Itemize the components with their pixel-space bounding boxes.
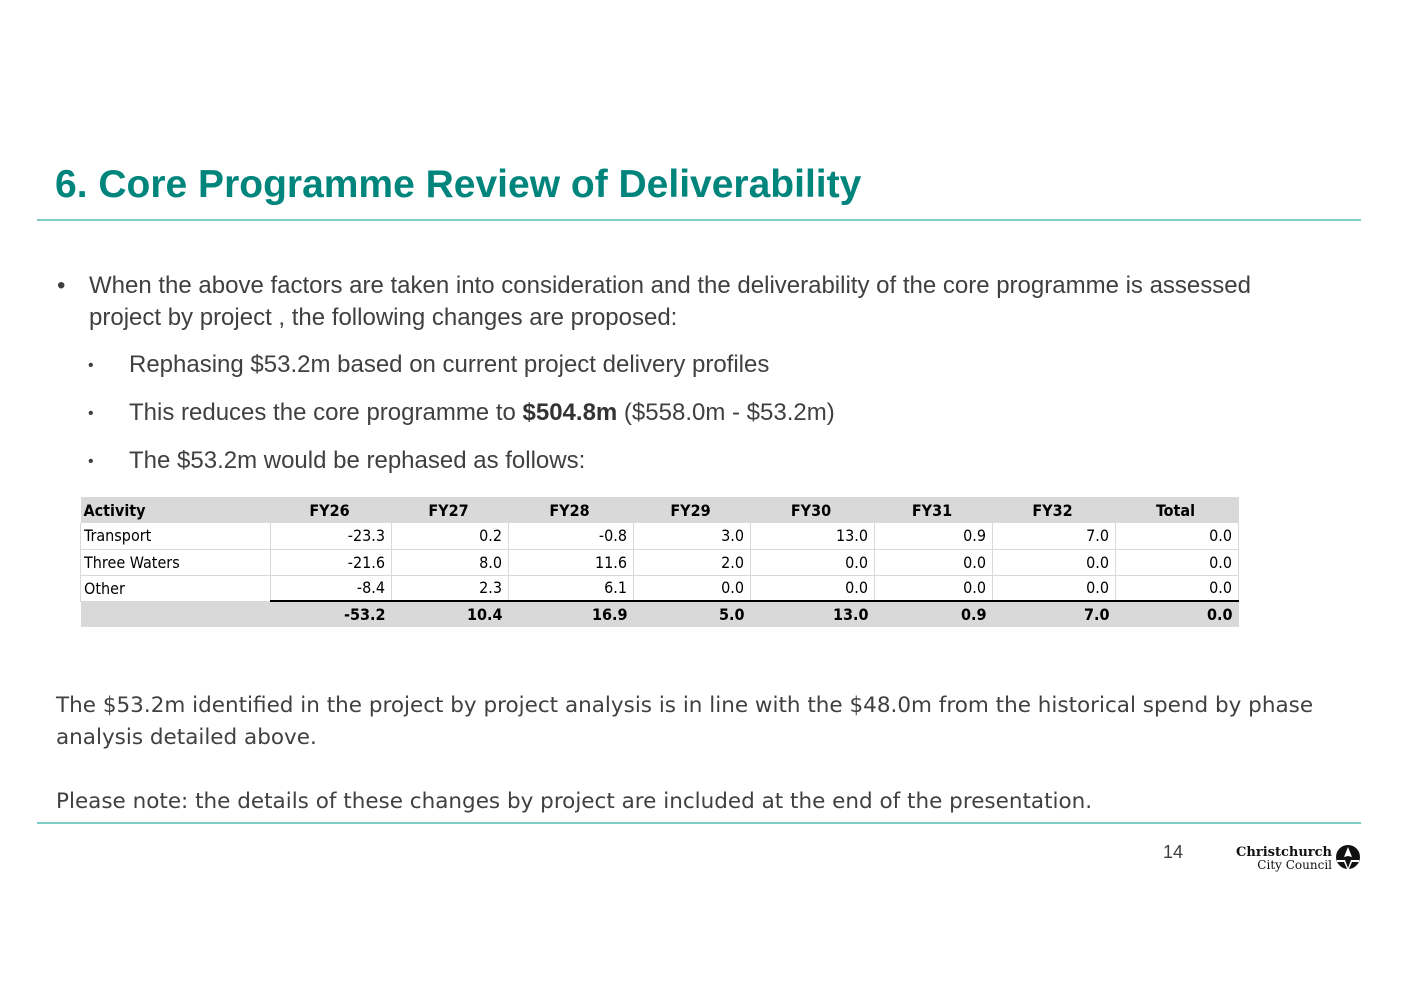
table-total-cell: 0.0	[1115, 600, 1239, 627]
council-logo: Christchurch City Council	[1236, 844, 1364, 874]
bullet-dot-icon: •	[88, 405, 94, 422]
table-cell: -0.8	[508, 523, 634, 550]
column-header-fy27: FY27	[391, 497, 509, 523]
sub-bullet-1: • Rephasing $53.2m based on current proj…	[88, 350, 769, 380]
table-cell: -23.3	[270, 523, 392, 550]
table-row: Transport -23.3 0.2 -0.8 3.0 13.0 0.9 7.…	[80, 523, 1239, 550]
slide-title: 6. Core Programme Review of Deliverabili…	[55, 163, 862, 206]
logo-line-2: City Council	[1257, 858, 1332, 872]
table-cell: 2.0	[633, 549, 751, 576]
sub-bullet-2-lead: This reduces the core programme to	[129, 399, 523, 426]
table-cell: 6.1	[508, 575, 634, 602]
table-cell: 0.9	[874, 523, 993, 550]
table-total-cell-label	[80, 601, 271, 627]
table-cell: 3.0	[633, 523, 751, 550]
column-header-fy31: FY31	[874, 497, 993, 523]
column-header-fy32: FY32	[992, 497, 1116, 523]
please-note: Please note: the details of these change…	[56, 789, 1093, 814]
sub-bullet-3: • The $53.2m would be rephased as follow…	[88, 446, 585, 476]
table-total-cell: 13.0	[750, 600, 875, 627]
table-cell: 0.2	[391, 523, 509, 550]
bullet-dot-icon: •	[57, 272, 66, 299]
table-row: Three Waters -21.6 8.0 11.6 2.0 0.0 0.0 …	[80, 549, 1239, 576]
table-total-cell: -53.2	[270, 600, 392, 627]
table-total-cell: 16.9	[508, 600, 634, 627]
table-total-row: -53.2 10.4 16.9 5.0 13.0 0.9 7.0 0.0	[80, 600, 1239, 627]
table-cell: 0.0	[874, 549, 993, 576]
sub-bullet-1-text: Rephasing $53.2m based on current projec…	[129, 351, 770, 378]
table-header-row: Activity FY26 FY27 FY28 FY29 FY30 FY31 F…	[80, 497, 1239, 523]
reduced-programme-value: $504.8m	[522, 399, 618, 426]
table-cell-activity: Other	[80, 575, 271, 602]
page-number: 14	[1163, 842, 1184, 862]
table-cell: 0.0	[1115, 549, 1239, 576]
table-cell: 0.0	[750, 549, 875, 576]
table-row: Other -8.4 2.3 6.1 0.0 0.0 0.0 0.0 0.0	[80, 575, 1239, 602]
table-cell: 0.0	[1115, 523, 1239, 550]
table-total-cell: 0.9	[874, 600, 993, 627]
title-divider	[37, 219, 1361, 221]
table-cell: -8.4	[270, 575, 392, 602]
logo-line-1: Christchurch	[1236, 845, 1332, 860]
column-header-activity: Activity	[80, 497, 271, 523]
table-cell: 0.0	[992, 575, 1116, 602]
table-cell-activity: Three Waters	[80, 549, 271, 576]
sub-bullet-2-text: This reduces the core programme to $504.…	[129, 399, 835, 426]
table-total-cell: 10.4	[391, 600, 509, 627]
table-total-cell: 5.0	[633, 600, 751, 627]
table-cell: 0.0	[992, 549, 1116, 576]
column-header-fy29: FY29	[633, 497, 751, 523]
sub-bullet-2-calc: ($558.0m - $53.2m)	[617, 399, 835, 426]
column-header-fy26: FY26	[270, 497, 392, 523]
table-cell: 0.0	[874, 575, 993, 602]
rephasing-table: Activity FY26 FY27 FY28 FY29 FY30 FY31 F…	[80, 497, 1239, 627]
table-cell: 0.0	[1115, 575, 1239, 602]
column-header-total: Total	[1115, 497, 1239, 523]
table-cell: 13.0	[750, 523, 875, 550]
column-header-fy30: FY30	[750, 497, 875, 523]
table-cell: 11.6	[508, 549, 634, 576]
cathedral-spire-icon	[1336, 845, 1360, 871]
table-cell: 0.0	[750, 575, 875, 602]
table-cell: 8.0	[391, 549, 509, 576]
main-bullet-text: When the above factors are taken into co…	[89, 272, 1251, 331]
footer-divider	[37, 822, 1361, 824]
table-cell: 0.0	[633, 575, 751, 602]
bullet-dot-icon: •	[88, 453, 94, 470]
column-header-fy28: FY28	[508, 497, 634, 523]
table-cell: 7.0	[992, 523, 1116, 550]
sub-bullet-2: • This reduces the core programme to $50…	[88, 398, 835, 428]
table-cell: 2.3	[391, 575, 509, 602]
sub-bullet-3-text: The $53.2m would be rephased as follows:	[129, 447, 586, 474]
table-cell-activity: Transport	[80, 523, 271, 550]
table-cell: -21.6	[270, 549, 392, 576]
bullet-dot-icon: •	[88, 357, 94, 374]
table-total-cell: 7.0	[992, 600, 1116, 627]
main-bullet: • When the above factors are taken into …	[57, 270, 1287, 334]
analysis-note: The $53.2m identified in the project by …	[56, 693, 1314, 750]
